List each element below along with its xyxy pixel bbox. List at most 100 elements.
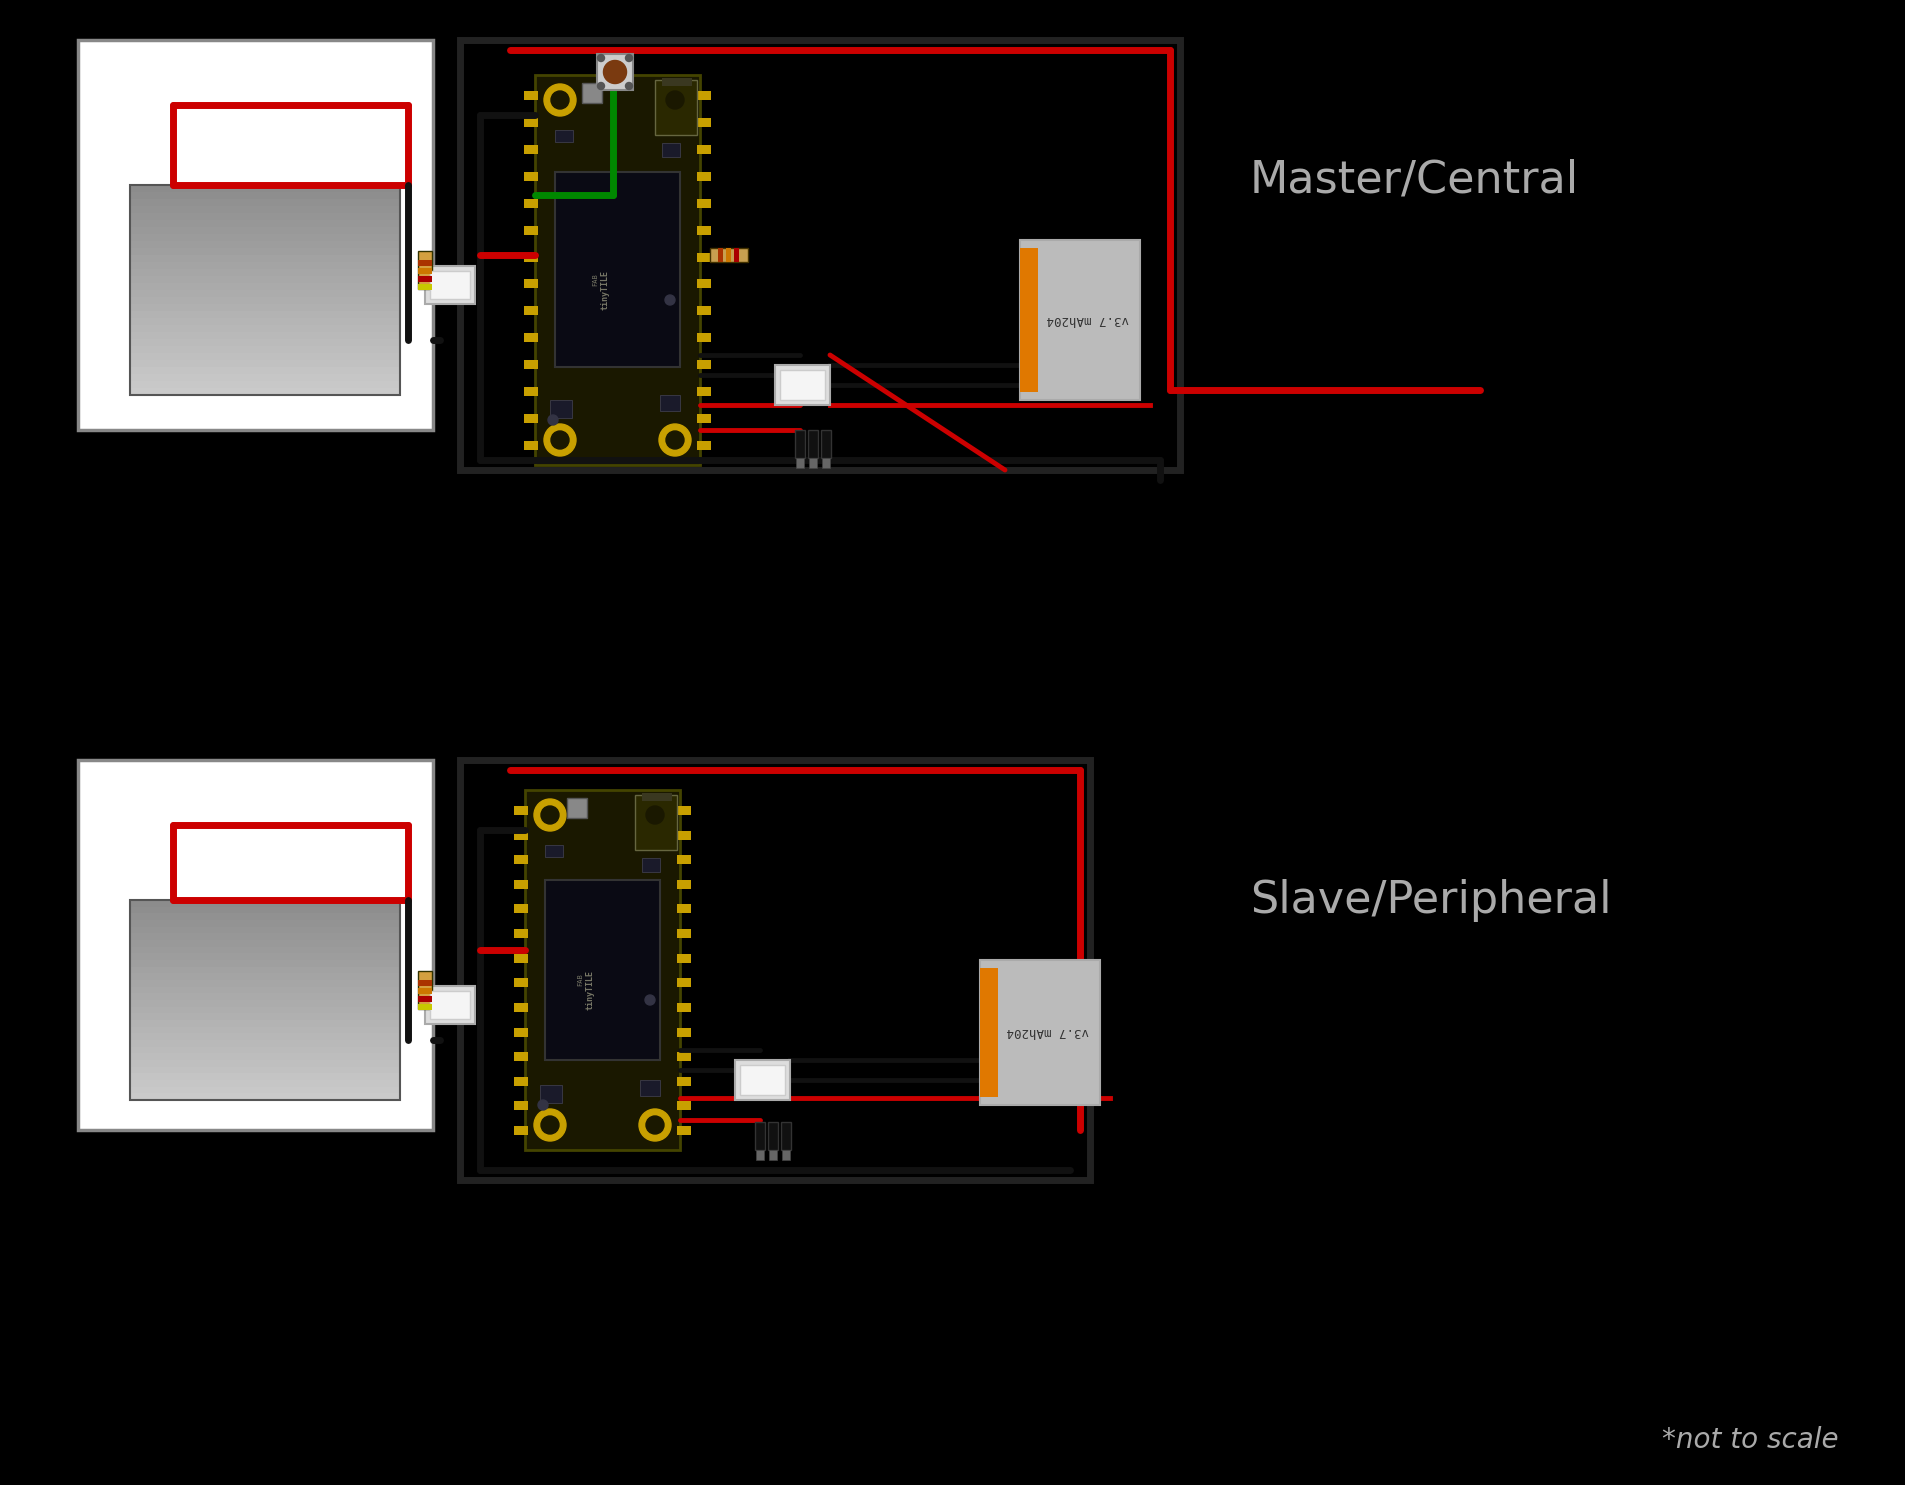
Bar [697,441,711,450]
Bar [130,353,400,361]
Bar [524,388,537,396]
Bar [130,359,400,368]
Bar [130,1007,400,1014]
Bar [524,226,537,235]
Bar [524,172,537,181]
Bar [718,248,722,261]
Bar [514,1126,528,1135]
Bar [130,382,400,389]
Bar [459,40,1179,469]
Text: FAB: FAB [592,273,598,287]
Bar [697,361,711,370]
Bar [130,1087,400,1094]
Bar [554,172,680,367]
Bar [661,79,692,86]
Bar [524,117,537,126]
Bar [130,953,400,961]
Bar [676,1002,692,1011]
Bar [566,797,587,818]
Bar [130,946,400,955]
Text: v3.7 mAh204: v3.7 mAh204 [1006,1026,1088,1038]
Bar [130,261,400,270]
Bar [697,146,711,154]
Bar [130,290,400,298]
Bar [130,248,400,255]
Bar [130,973,400,982]
Bar [78,40,432,431]
Bar [697,226,711,235]
Bar [979,968,998,1097]
Circle shape [638,799,671,832]
Bar [676,806,692,815]
Bar [514,806,528,815]
Circle shape [596,55,604,61]
Bar [130,388,400,396]
Bar [781,1149,789,1160]
Text: tinyTILE: tinyTILE [585,970,594,1010]
Circle shape [551,431,570,448]
Bar [130,269,400,278]
Bar [754,1123,764,1149]
Circle shape [549,414,558,425]
Text: tinyTILE: tinyTILE [600,270,610,310]
Bar [130,310,400,319]
Bar [130,192,400,200]
Text: FAB: FAB [577,974,583,986]
Bar [130,297,400,304]
Bar [130,339,400,347]
Bar [130,1053,400,1060]
Bar [130,1020,400,1028]
Bar [697,306,711,315]
Bar [514,1002,528,1011]
Bar [514,1053,528,1062]
Bar [130,255,400,263]
Bar [756,1149,764,1160]
Bar [431,270,471,298]
Circle shape [551,91,570,108]
Text: v3.7 mAh204: v3.7 mAh204 [1046,313,1128,327]
Circle shape [665,296,674,304]
Circle shape [625,55,632,61]
Bar [821,431,831,457]
Bar [554,131,573,143]
Bar [676,1126,692,1135]
Bar [808,431,817,457]
Circle shape [665,91,684,108]
Bar [130,333,400,340]
Bar [697,199,711,208]
Circle shape [533,799,566,832]
Bar [514,1028,528,1037]
Bar [130,1074,400,1081]
Bar [539,1086,562,1103]
Bar [417,251,432,290]
Bar [979,959,1099,1105]
Circle shape [541,1117,558,1135]
Bar [640,1080,659,1096]
Bar [779,370,825,399]
Bar [676,979,692,988]
Bar [697,279,711,288]
Bar [697,333,711,343]
Bar [130,304,400,312]
Bar [130,1026,400,1035]
Bar [130,999,400,1008]
Bar [796,457,804,468]
Bar [524,333,537,343]
Bar [130,900,400,1100]
Bar [596,53,632,91]
Bar [524,790,680,1149]
Bar [130,1034,400,1041]
Bar [659,395,680,411]
Circle shape [646,1117,663,1135]
Bar [581,83,602,102]
Bar [1019,248,1038,392]
Bar [130,980,400,988]
Bar [417,284,432,290]
Bar [130,1040,400,1047]
Circle shape [543,425,575,456]
Bar [655,80,697,135]
Bar [130,212,400,221]
Bar [676,1077,692,1086]
Bar [130,374,400,382]
Bar [514,855,528,864]
